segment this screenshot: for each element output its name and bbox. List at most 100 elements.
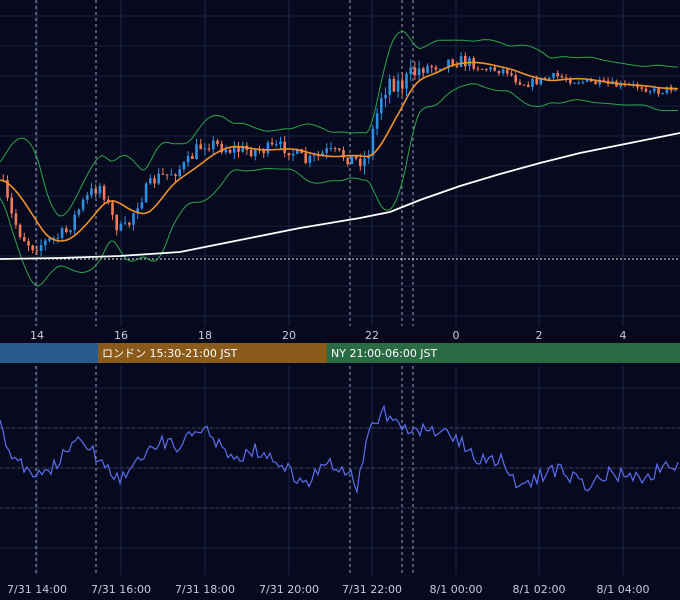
candle-body [191, 156, 194, 159]
candle-body [157, 173, 160, 184]
candle-body [573, 82, 576, 84]
candle-body [262, 150, 265, 154]
candle-body [602, 79, 606, 81]
candle-body [18, 224, 22, 238]
candle-body [350, 155, 354, 165]
candle-body [417, 68, 421, 76]
x-tick-label: 8/1 02:00 [513, 583, 566, 596]
oscillator-x-axis: 7/31 14:00 7/31 16:00 7/31 18:00 7/31 20:00… [7, 583, 649, 596]
candle-body [249, 149, 253, 157]
x-tick-label: 7/31 22:00 [342, 583, 402, 596]
candle-body [174, 174, 177, 177]
candle-body [86, 195, 89, 200]
candle-body [207, 148, 211, 150]
candle-body [543, 77, 547, 80]
candle-body [506, 69, 509, 74]
candle-body [354, 155, 358, 159]
candle-body [304, 153, 307, 164]
candle-body [224, 149, 228, 153]
oscillator-pane [0, 404, 679, 495]
candle-body [405, 73, 408, 89]
candle-body [102, 186, 106, 200]
candle-body [161, 173, 165, 175]
candle-body [165, 174, 169, 176]
candle-body [653, 88, 656, 92]
candle-body [228, 149, 232, 153]
candle-body [459, 55, 463, 68]
x-tick-label: 0 [453, 329, 460, 342]
candle-body [266, 142, 270, 154]
candle-body [657, 88, 660, 94]
candle-body [44, 240, 47, 246]
candle-body [216, 140, 219, 144]
white-ma-line [0, 132, 680, 260]
candle-body [241, 145, 244, 152]
candle-body [149, 178, 152, 184]
candle-body [81, 199, 85, 210]
candle-body [69, 230, 72, 233]
candle-body [384, 94, 387, 99]
candle-body [531, 78, 534, 88]
candle-body [182, 162, 186, 170]
bollinger-bands [0, 30, 679, 287]
candle-body [291, 153, 295, 156]
candle-body [501, 69, 505, 74]
candle-body [199, 144, 202, 150]
candle-body [98, 186, 102, 194]
candle-body [342, 149, 345, 158]
candle-body [527, 84, 530, 88]
candle-body [644, 88, 648, 92]
candle-body [212, 140, 215, 150]
candle-body [396, 80, 400, 92]
candle-body [90, 188, 93, 196]
candle-body [577, 82, 580, 84]
x-tick-label: 4 [620, 329, 627, 342]
candle-body [321, 152, 324, 156]
candle-body [489, 67, 492, 70]
candle-body [438, 69, 442, 71]
candle-body [447, 59, 450, 69]
candle-body [333, 148, 337, 150]
candle-body [73, 214, 76, 231]
candle-body [363, 158, 366, 166]
session-bar: ロンドン 15:30-21:00 JST NY 21:00-06:00 JST [0, 343, 680, 363]
candle-body [312, 155, 316, 157]
candle-body [569, 79, 572, 84]
candle-body [539, 77, 543, 85]
candle-body [451, 59, 454, 66]
candle-body [170, 174, 173, 176]
candle-body [413, 67, 417, 76]
candle-body [153, 178, 156, 184]
bollinger-upper [0, 30, 679, 217]
candle-body [195, 144, 198, 159]
session-segment [98, 343, 327, 363]
candle-body [464, 55, 467, 67]
candle-body [338, 148, 341, 150]
candle-body [35, 250, 39, 252]
candle-body [581, 81, 585, 83]
session-label: ロンドン 15:30-21:00 JST [102, 347, 238, 360]
x-tick-label: 22 [365, 329, 379, 342]
candle-body [52, 238, 55, 240]
candle-body [65, 228, 68, 233]
candle-body [329, 148, 333, 150]
candle-body [233, 147, 236, 153]
candle-body [60, 228, 64, 238]
candle-body [119, 223, 123, 231]
candle-body [27, 241, 30, 246]
candle-body [476, 68, 480, 70]
candle-body [39, 245, 43, 251]
candle-body [426, 65, 429, 73]
candle-body [640, 87, 643, 89]
session-segment [327, 343, 680, 363]
candle-body [648, 91, 652, 93]
candle-body [674, 90, 677, 92]
x-tick-label: 7/31 20:00 [259, 583, 319, 596]
candle-body [455, 65, 459, 68]
candle-body [480, 68, 484, 70]
x-tick-label: 2 [536, 329, 543, 342]
candle-body [430, 65, 433, 68]
candle-body [485, 68, 488, 70]
candle-body [317, 155, 320, 157]
candle-body [661, 92, 664, 94]
